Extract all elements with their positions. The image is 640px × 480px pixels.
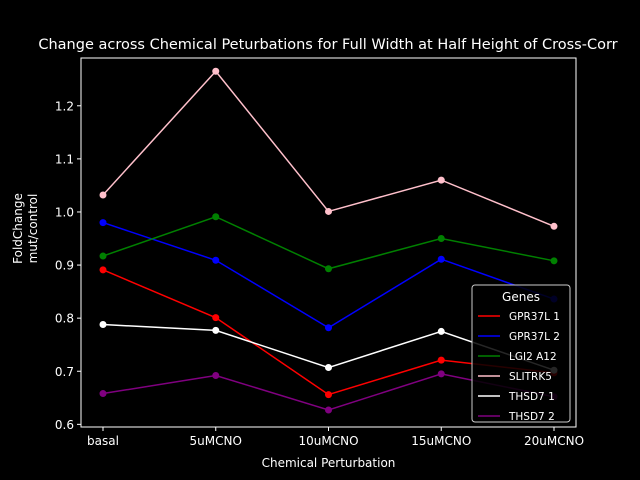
data-point — [325, 324, 332, 332]
x-axis-label: Chemical Perturbation — [262, 456, 396, 470]
series-slitrk5 — [99, 67, 558, 230]
legend-entry: GPR37L 1 — [478, 311, 560, 323]
data-point — [99, 390, 107, 398]
y-tick-label: 1.1 — [55, 152, 74, 166]
data-point — [325, 265, 332, 273]
legend-label: THSD7 2 — [508, 411, 555, 423]
y-axis-label: FoldChangemut/control — [11, 193, 40, 264]
data-point — [212, 371, 220, 379]
x-tick-label: basal — [87, 434, 119, 448]
legend-entry: THSD7 1 — [478, 391, 555, 403]
y-tick-label: 0.8 — [55, 312, 74, 326]
y-tick-label: 0.7 — [55, 365, 74, 379]
y-tick-label: 0.9 — [55, 259, 74, 273]
x-tick-label: 5uMCNO — [190, 434, 242, 448]
data-point — [325, 207, 332, 215]
data-point — [437, 327, 445, 335]
y-axis-label-line: FoldChange — [11, 193, 25, 264]
data-point — [325, 406, 332, 414]
series-lgi2-a12 — [99, 213, 558, 273]
legend-box — [471, 284, 571, 423]
data-point — [325, 391, 332, 399]
legend-label: SLITRK5 — [509, 371, 552, 383]
data-point — [212, 67, 220, 75]
x-tick-label: 15uMCNO — [411, 434, 471, 448]
data-point — [99, 191, 107, 199]
data-point — [550, 257, 558, 265]
data-point — [99, 219, 107, 227]
y-tick-label: 1.0 — [55, 205, 74, 219]
legend-entry: SLITRK5 — [478, 371, 552, 383]
data-point — [437, 255, 445, 263]
data-point — [437, 356, 445, 364]
chart-title: Change across Chemical Peturbations for … — [38, 37, 617, 53]
legend: Genes GPR37L 1 GPR37L 2 LGI2 A12 SLITRK5 THSD… — [471, 284, 571, 423]
y-tick-label: 1.2 — [55, 99, 74, 113]
data-point — [325, 364, 332, 372]
data-point — [437, 370, 445, 378]
legend-label: THSD7 1 — [508, 391, 555, 403]
y-axis-label-line: mut/control — [26, 194, 40, 264]
y-tick-label: 0.6 — [55, 418, 74, 432]
data-point — [212, 256, 220, 264]
data-point — [212, 213, 220, 221]
data-point — [550, 222, 558, 230]
x-tick-label: 20uMCNO — [524, 434, 584, 448]
plot-area: basal 5uMCNO 10uMCNO 15uMCNO 20uMCNO 0.6 0.7 0.… — [11, 57, 584, 470]
legend-label: LGI2 A12 — [509, 351, 557, 363]
legend-entry: THSD7 2 — [478, 411, 555, 423]
legend-label: GPR37L 1 — [509, 311, 560, 323]
legend-title: Genes — [502, 290, 540, 304]
legend-label: GPR37L 2 — [509, 331, 560, 343]
data-point — [437, 176, 445, 184]
data-point — [212, 314, 220, 322]
x-tick-label: 10uMCNO — [298, 434, 358, 448]
legend-entry: LGI2 A12 — [478, 351, 557, 363]
data-point — [437, 235, 445, 243]
data-point — [99, 252, 107, 260]
legend-entry: GPR37L 2 — [478, 331, 560, 343]
data-point — [99, 321, 107, 329]
data-point — [99, 266, 107, 274]
data-point — [212, 326, 220, 334]
